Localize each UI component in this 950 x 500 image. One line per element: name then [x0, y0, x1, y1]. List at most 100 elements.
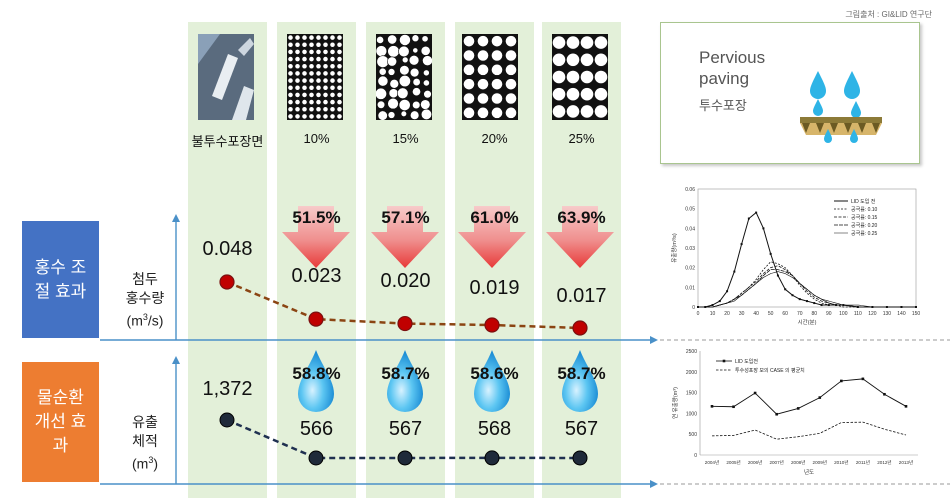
pervious-paving-title: Pervious paving [699, 48, 766, 88]
annual-runoff-chart: 0 500 1000 1500 2000 2500 2004년 2005년 2006년 2007년… [668, 345, 926, 480]
tick-label: 50 [768, 311, 774, 317]
road-photo-icon [198, 34, 254, 120]
data-point [784, 288, 787, 291]
data-point [776, 274, 779, 277]
runoff-volume-value: 567 [564, 418, 599, 440]
runoff-volume-value: 566 [299, 418, 334, 440]
data-point [753, 391, 757, 395]
column-label: 10% [303, 131, 330, 146]
tick-label: 90 [826, 311, 832, 317]
peak-reduction-percent: 57.1% [381, 208, 430, 227]
column-label: 불투수포장면 [191, 134, 264, 149]
legend-label: 공극률: 0.10 [851, 207, 878, 213]
tick-label: 120 [868, 311, 877, 317]
peak-flow-point [219, 274, 235, 290]
data-point [733, 270, 736, 273]
tick-label: 140 [897, 311, 906, 317]
peak-flow-point [572, 320, 588, 336]
reduction-arrow-icon [546, 206, 614, 268]
porosity-25-pattern [552, 34, 608, 120]
tick-label: 1500 [686, 391, 697, 397]
water-drop-icon [298, 350, 334, 412]
tick-label: 60 [782, 311, 788, 317]
peak-flow-value: 0.023 [291, 265, 342, 287]
data-point [718, 300, 721, 303]
data-point [806, 300, 808, 303]
data-point [740, 243, 743, 246]
data-point [726, 290, 729, 293]
reduction-arrow-icon [282, 206, 350, 268]
runoff-volume-point [484, 450, 500, 466]
data-point [796, 407, 800, 410]
tick-label: 2007년 [769, 459, 783, 465]
data-point [861, 377, 865, 381]
runoff-volume-label: 유출 체적 (m3) [131, 414, 158, 472]
legend-label: 공극률: 0.25 [851, 231, 878, 237]
tick-label: 0.06 [685, 187, 695, 193]
tick-label: 70 [797, 311, 803, 317]
runoff-volume-value: 568 [477, 418, 512, 440]
legend-label: LID 도입전 [735, 358, 758, 365]
tick-label: 20 [724, 311, 730, 317]
water-drop-icon [474, 350, 510, 412]
column-label: 15% [392, 131, 419, 146]
tick-label: 10 [710, 311, 716, 317]
tick-label: 2008년 [791, 459, 805, 465]
peak-flow-point [397, 315, 413, 332]
tick-label: 0.01 [685, 285, 695, 291]
data-point [904, 405, 908, 408]
tick-label: 2000 [686, 370, 697, 376]
tick-label: 30 [739, 311, 745, 317]
tick-label: 2012년 [877, 459, 891, 465]
reduction-arrow-icon [371, 206, 439, 268]
series-line [711, 421, 907, 440]
data-point [755, 211, 758, 214]
porosity-15-pattern [374, 34, 433, 121]
peak-reduction-percent: 63.9% [557, 208, 606, 227]
tick-label: 1000 [686, 411, 697, 417]
tick-label: 0.04 [685, 226, 695, 232]
data-point [710, 405, 714, 408]
data-point [813, 302, 816, 305]
data-point [791, 294, 794, 297]
reduction-arrow-icon [458, 206, 526, 268]
peak-flow-point [484, 317, 500, 333]
data-point [711, 304, 714, 307]
data-point [732, 405, 735, 409]
porosity-10-pattern [287, 34, 343, 120]
tick-label: 2009년 [813, 459, 827, 465]
tick-label: 0 [694, 453, 697, 459]
series-line [698, 269, 916, 308]
tick-label: 0 [697, 311, 700, 317]
column-label: 20% [481, 131, 508, 146]
tick-label: 100 [839, 311, 848, 317]
peak-reduction-percent: 51.5% [292, 208, 341, 227]
legend-label: 공극률: 0.15 [851, 215, 878, 221]
runoff-volume-point [572, 450, 588, 466]
data-point [883, 392, 886, 396]
runoff-volume-value: 1,372 [202, 378, 253, 400]
legend-label: 공극률: 0.20 [851, 223, 878, 229]
water-cycle-title: 물순환 개선 효과 [34, 388, 87, 455]
runoff-reduction-percent: 58.7% [557, 364, 606, 383]
runoff-reduction-percent: 58.6% [470, 364, 519, 383]
axis-label: 시간(분) [798, 318, 817, 326]
runoff-volume-point [219, 412, 235, 428]
data-point [840, 379, 843, 383]
tick-label: 150 [912, 311, 921, 317]
series-line [698, 271, 916, 308]
axis-label: 년도 [804, 468, 814, 476]
tick-label: 130 [883, 311, 892, 317]
peak-flow-value: 0.048 [202, 238, 253, 260]
tick-label: 80 [811, 311, 817, 317]
axis-label: 유출량(m³/s) [670, 233, 678, 263]
legend-label: 투수성포장 모의 CASE 의 평균치 [735, 367, 805, 374]
image-credit: 그림출처 : GI&LID 연구단 [845, 10, 932, 19]
data-point [747, 217, 750, 220]
tick-label: 110 [854, 311, 862, 317]
axis-label: 연 유출량(m³) [671, 387, 679, 419]
pervious-paving-card: Pervious paving 투수포장 [660, 22, 920, 164]
peak-reduction-percent: 61.0% [470, 208, 519, 227]
water-drop-icon [562, 350, 598, 412]
